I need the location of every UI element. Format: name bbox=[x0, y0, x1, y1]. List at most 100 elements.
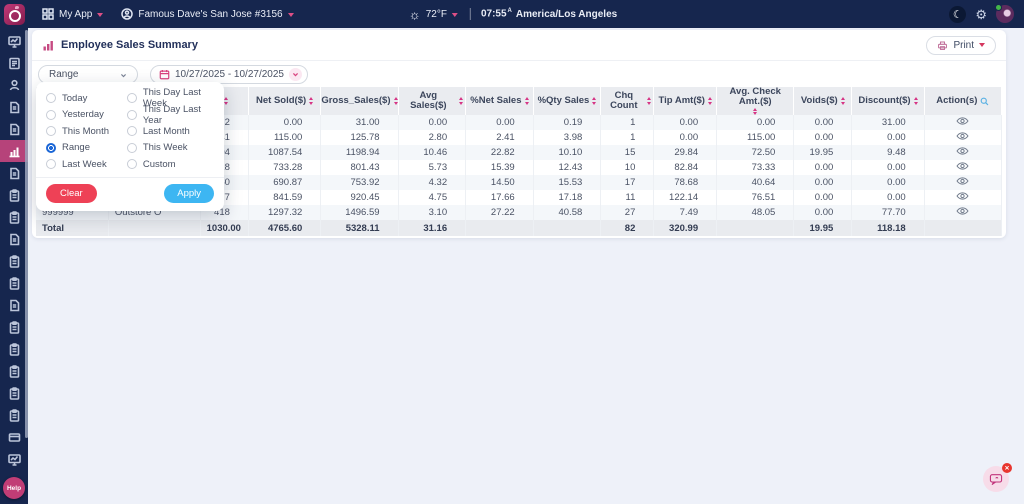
sidebar-item-payments[interactable] bbox=[0, 426, 28, 448]
cell-actions bbox=[924, 160, 1001, 175]
cell-pct_net_sales: 15.39 bbox=[466, 160, 534, 175]
sidebar-item-sales-reports[interactable] bbox=[0, 140, 28, 162]
range-option-last-month[interactable]: Last Month bbox=[127, 123, 218, 140]
clear-button[interactable]: Clear bbox=[46, 184, 97, 203]
sort-icon[interactable] bbox=[914, 97, 918, 105]
sidebar-item-report-9[interactable] bbox=[0, 294, 28, 316]
cell-net_sold: 733.28 bbox=[248, 160, 320, 175]
cell-tip_amt: 78.68 bbox=[654, 175, 717, 190]
range-option-range[interactable]: Range bbox=[46, 140, 127, 157]
sidebar-item-report-13[interactable] bbox=[0, 382, 28, 404]
date-range-picker[interactable]: 10/27/2025 - 10/27/2025 bbox=[150, 65, 308, 84]
view-details-button[interactable] bbox=[956, 161, 969, 171]
search-icon[interactable] bbox=[980, 97, 989, 106]
sidebar-item-news[interactable] bbox=[0, 52, 28, 74]
weather-widget[interactable]: ☼ 72°F bbox=[407, 8, 460, 21]
eye-icon bbox=[956, 146, 969, 156]
cell-net_sold: 1297.32 bbox=[248, 205, 320, 220]
app-logo[interactable] bbox=[4, 4, 25, 25]
cell-avg_sales: 5.73 bbox=[398, 160, 466, 175]
cell-avg_check_amt: 115.00 bbox=[717, 130, 794, 145]
sidebar-item-report-3[interactable] bbox=[0, 162, 28, 184]
view-details-button[interactable] bbox=[956, 191, 969, 201]
sort-icon[interactable] bbox=[841, 97, 845, 105]
column-label: Net Sold($) bbox=[256, 96, 306, 106]
sidebar-item-report-4[interactable] bbox=[0, 184, 28, 206]
sidebar-item-report-8[interactable] bbox=[0, 272, 28, 294]
sidebar-item-report-1[interactable] bbox=[0, 96, 28, 118]
column-header-avg_sales[interactable]: Avg Sales($) bbox=[398, 87, 466, 115]
sidebar-item-report-11[interactable] bbox=[0, 338, 28, 360]
sort-icon[interactable] bbox=[753, 108, 757, 116]
sort-icon[interactable] bbox=[592, 97, 596, 105]
column-header-discount[interactable]: Discount($) bbox=[852, 87, 924, 115]
column-header-chq_count[interactable]: Chq Count bbox=[601, 87, 654, 115]
sidebar-item-report-5[interactable] bbox=[0, 206, 28, 228]
support-chat-button[interactable]: ✕ bbox=[983, 466, 1009, 492]
column-label: Action(s) bbox=[936, 96, 977, 106]
chat-question-icon bbox=[989, 473, 1003, 485]
view-details-button[interactable] bbox=[956, 131, 969, 141]
column-header-tip_amt[interactable]: Tip Amt($) bbox=[654, 87, 717, 115]
column-header-net_sold[interactable]: Net Sold($) bbox=[248, 87, 320, 115]
cell-chq_count: 17 bbox=[601, 175, 654, 190]
sort-icon[interactable] bbox=[647, 97, 651, 105]
sidebar-item-report-6[interactable] bbox=[0, 228, 28, 250]
view-details-button[interactable] bbox=[956, 146, 969, 156]
sort-icon[interactable] bbox=[394, 97, 398, 105]
radio-icon bbox=[46, 110, 56, 120]
sidebar-item-terminal[interactable] bbox=[0, 448, 28, 470]
column-header-pct_qty_sales[interactable]: %Qty Sales bbox=[533, 87, 601, 115]
sidebar-item-report-14[interactable] bbox=[0, 404, 28, 426]
range-option-label: This Month bbox=[62, 126, 109, 137]
sidebar-item-report-2[interactable] bbox=[0, 118, 28, 140]
chevron-down-icon bbox=[97, 13, 103, 17]
apply-button[interactable]: Apply bbox=[164, 184, 214, 203]
sort-icon[interactable] bbox=[459, 97, 463, 105]
column-header-pct_net_sales[interactable]: %Net Sales bbox=[466, 87, 534, 115]
column-header-voids[interactable]: Voids($) bbox=[794, 87, 852, 115]
range-select-label: Range bbox=[49, 69, 78, 80]
range-option-label: Today bbox=[62, 93, 87, 104]
clip-icon bbox=[8, 387, 21, 400]
view-details-button[interactable] bbox=[956, 206, 969, 216]
view-details-button[interactable] bbox=[956, 176, 969, 186]
column-header-avg_check_amt[interactable]: Avg. Check Amt.($) bbox=[717, 87, 794, 115]
range-option-custom[interactable]: Custom bbox=[127, 156, 218, 173]
range-option-this-month[interactable]: This Month bbox=[46, 123, 127, 140]
sort-icon[interactable] bbox=[224, 97, 228, 105]
sort-icon[interactable] bbox=[525, 97, 529, 105]
view-details-button[interactable] bbox=[956, 116, 969, 126]
dark-mode-toggle[interactable]: ☾ bbox=[949, 6, 966, 23]
column-label: Gross_Sales($) bbox=[321, 96, 390, 106]
sidebar-item-dashboard[interactable] bbox=[0, 30, 28, 52]
range-option-last-week[interactable]: Last Week bbox=[46, 156, 127, 173]
column-header-gross_sales[interactable]: Gross_Sales($) bbox=[321, 87, 398, 115]
cell-pct_net_sales: 27.22 bbox=[466, 205, 534, 220]
range-select[interactable]: Range bbox=[38, 65, 138, 84]
store-selector[interactable]: Famous Dave's San Jose #3156 bbox=[112, 8, 302, 20]
range-option-today[interactable]: Today bbox=[46, 90, 127, 107]
person-icon bbox=[8, 79, 21, 92]
range-option-label: Last Month bbox=[143, 126, 190, 137]
cell-pct_qty_sales: 17.18 bbox=[533, 190, 601, 205]
sidebar-item-report-7[interactable] bbox=[0, 250, 28, 272]
sort-icon[interactable] bbox=[309, 97, 313, 105]
range-option-yesterday[interactable]: Yesterday bbox=[46, 107, 127, 124]
cell-gross_sales: 31.00 bbox=[321, 115, 398, 130]
sidebar-item-report-10[interactable] bbox=[0, 316, 28, 338]
range-option-this-week[interactable]: This Week bbox=[127, 140, 218, 157]
user-avatar[interactable] bbox=[996, 5, 1014, 23]
total-qty: 1030.00 bbox=[200, 220, 248, 236]
clock: 07:55A America/Los Angeles bbox=[481, 8, 617, 19]
app-menu[interactable]: My App bbox=[33, 8, 112, 20]
help-button[interactable]: Help bbox=[3, 477, 25, 499]
sidebar-item-report-12[interactable] bbox=[0, 360, 28, 382]
sidebar-item-profile[interactable] bbox=[0, 74, 28, 96]
grid-icon bbox=[42, 8, 54, 20]
sort-icon[interactable] bbox=[708, 97, 712, 105]
print-button[interactable]: Print bbox=[926, 36, 996, 55]
range-option-this-day-last-year[interactable]: This Day Last Year bbox=[127, 107, 218, 124]
settings-gear-icon[interactable]: ⚙ bbox=[975, 8, 987, 21]
sidebar-scrollbar[interactable] bbox=[25, 30, 28, 438]
